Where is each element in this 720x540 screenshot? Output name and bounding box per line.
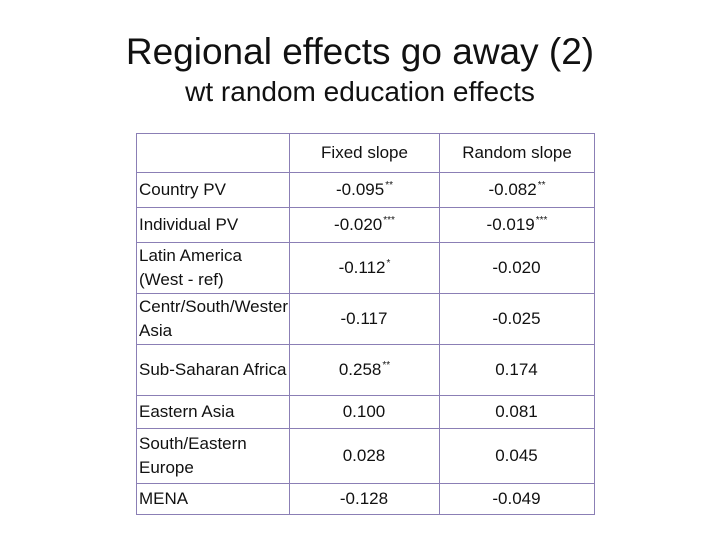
coefficient-value: -0.128	[339, 489, 389, 508]
coefficient-value: -0.082	[488, 180, 537, 199]
table-row: South/Eastern Europe 0.028 0.045	[136, 428, 595, 484]
row-label: Sub-Saharan Africa	[136, 344, 290, 396]
row-label: Latin America (West - ref)	[136, 242, 290, 294]
coefficient-value: -0.020	[334, 215, 383, 234]
row-label: Eastern Asia	[136, 395, 290, 429]
fixed-slope-cell: -0.117	[289, 293, 440, 345]
random-slope-cell: -0.049	[439, 483, 595, 515]
coefficient-value: 0.081	[495, 402, 538, 421]
coefficient-value: 0.045	[495, 446, 538, 465]
random-slope-cell: 0.174	[439, 344, 595, 396]
header-cell-fixed-slope: Fixed slope	[289, 133, 440, 173]
significance-stars: ***	[383, 215, 395, 226]
table-row: Eastern Asia 0.100 0.081	[136, 395, 595, 429]
slide-title: Regional effects go away (2)	[125, 31, 595, 72]
coefficient-value: -0.112	[338, 258, 386, 277]
coefficient-value: 0.258	[338, 360, 382, 379]
table-row: MENA -0.128 -0.049	[136, 483, 595, 515]
coefficient-value: -0.019	[486, 215, 535, 234]
coefficient-value: -0.020	[492, 258, 541, 277]
random-slope-cell: -0.020	[439, 242, 595, 294]
table-row: Individual PV -0.020*** -0.019***	[136, 207, 595, 243]
header-cell-random-slope: Random slope	[439, 133, 595, 173]
row-label: Individual PV	[136, 207, 290, 243]
random-slope-cell: 0.081	[439, 395, 595, 429]
table-row: Country PV -0.095** -0.082**	[136, 172, 595, 208]
coefficient-value: -0.025	[492, 309, 541, 328]
fixed-slope-cell: -0.112*	[289, 242, 440, 294]
row-label: Country PV	[136, 172, 290, 208]
table-row: Latin America (West - ref) -0.112* -0.02…	[136, 242, 595, 294]
fixed-slope-cell: 0.028	[289, 428, 440, 484]
fixed-slope-cell: 0.100	[289, 395, 440, 429]
header-cell-empty	[136, 133, 290, 173]
random-slope-cell: -0.082**	[439, 172, 595, 208]
table-row: Sub-Saharan Africa 0.258** 0.174	[136, 344, 595, 396]
coefficient-value: 0.028	[342, 446, 386, 465]
fixed-slope-cell: -0.095**	[289, 172, 440, 208]
results-table: Fixed slope Random slope Country PV -0.0…	[136, 133, 595, 515]
slide-subtitle: wt random education effects	[185, 76, 535, 107]
significance-stars: **	[385, 180, 393, 191]
row-label: Centr/South/Western Asia	[136, 293, 290, 345]
coefficient-value: -0.117	[340, 309, 388, 328]
coefficient-value: -0.095	[336, 180, 385, 199]
coefficient-value: 0.100	[342, 402, 386, 421]
fixed-slope-cell: -0.128	[289, 483, 440, 515]
fixed-slope-cell: 0.258**	[289, 344, 440, 396]
coefficient-value: -0.049	[492, 489, 541, 508]
random-slope-cell: 0.045	[439, 428, 595, 484]
fixed-slope-cell: -0.020***	[289, 207, 440, 243]
table-header-row: Fixed slope Random slope	[136, 133, 595, 173]
row-label: MENA	[136, 483, 290, 515]
random-slope-cell: -0.025	[439, 293, 595, 345]
coefficient-value: 0.174	[495, 360, 538, 379]
significance-stars: **	[537, 180, 546, 191]
row-label: South/Eastern Europe	[136, 428, 290, 484]
random-slope-cell: -0.019***	[439, 207, 595, 243]
significance-stars: *	[386, 258, 391, 269]
table-row: Centr/South/Western Asia -0.117 -0.025	[136, 293, 595, 345]
significance-stars: ***	[535, 215, 548, 226]
significance-stars: **	[382, 360, 391, 371]
